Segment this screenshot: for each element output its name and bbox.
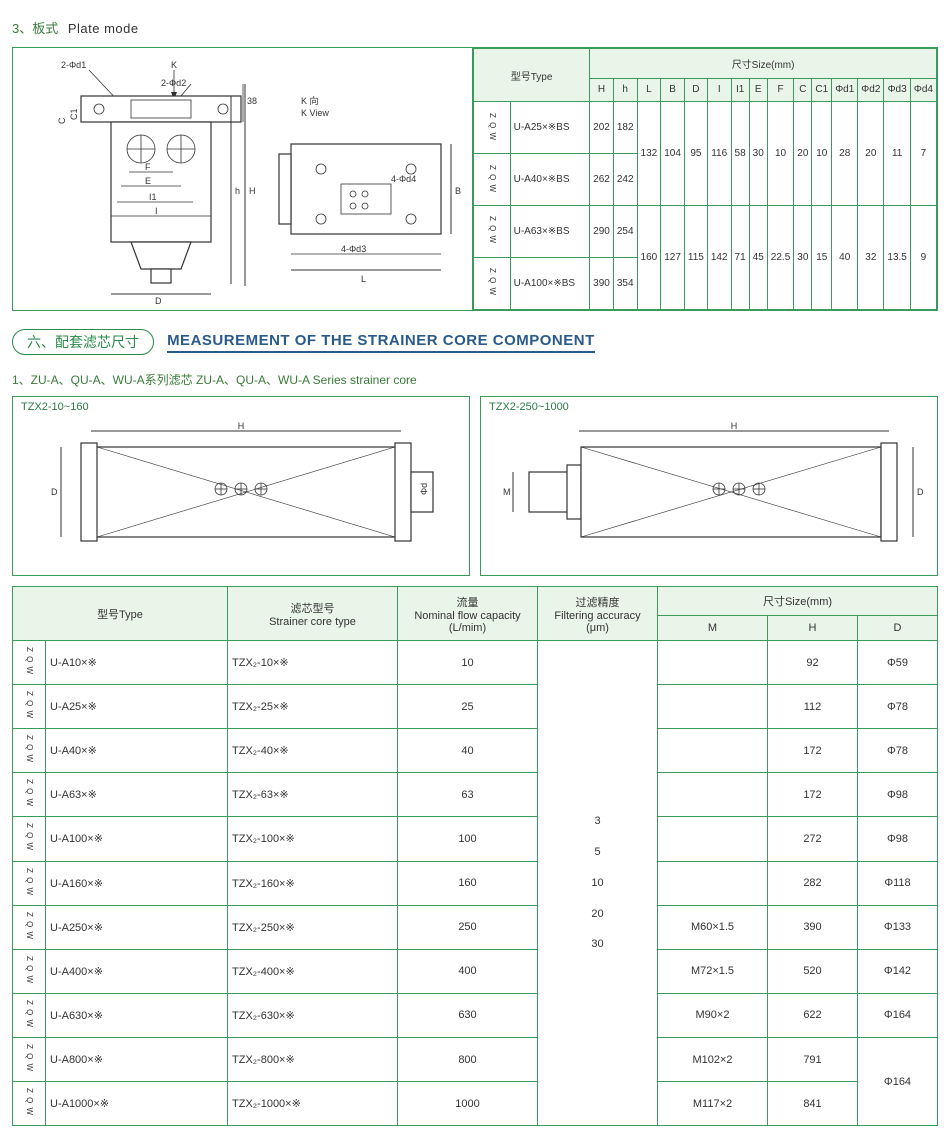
plate-drawing-svg: 2-Φd1 K 2-Φd2 D h bbox=[21, 54, 465, 304]
dimH: H bbox=[238, 421, 245, 431]
lbl-H: H bbox=[249, 186, 256, 196]
table-row: Z Q WU-A250×※TZX₂-250×※250M60×1.5390Φ133 bbox=[13, 905, 938, 949]
kview-en: K View bbox=[301, 108, 329, 118]
section6-sub1: 1、ZU-A、QU-A、WU-A系列滤芯 ZU-A、QU-A、WU-A Seri… bbox=[12, 371, 938, 388]
section3-title-en: Plate mode bbox=[68, 21, 139, 36]
strainer-diagrams: TZX2-10~160 H Φd D TZX2-250~1000 bbox=[12, 396, 938, 576]
strainer-svg-right: H M D bbox=[489, 417, 929, 567]
lbl-K: K bbox=[171, 60, 177, 70]
table-row: Z Q WU-A63×※TZX₂-63×※63172Φ98 bbox=[13, 773, 938, 817]
section3-title-cn: 3、板式 bbox=[12, 21, 58, 36]
dimM: M bbox=[503, 487, 511, 497]
lbl-I: I bbox=[155, 206, 158, 216]
diag-left: TZX2-10~160 H Φd D bbox=[12, 396, 470, 576]
diag-left-title: TZX2-10~160 bbox=[21, 401, 461, 413]
lbl-C1: C1 bbox=[69, 108, 79, 120]
prefix-cell: Z Q W bbox=[13, 817, 46, 861]
lbl-2phid2: 2-Φd2 bbox=[161, 78, 186, 88]
lbl-phid: Φd bbox=[419, 483, 429, 495]
section3-title: 3、板式 Plate mode bbox=[12, 18, 938, 37]
section6-box-cn: 六、配套滤芯尺寸 bbox=[12, 329, 154, 355]
table-row: Z Q W U-A63×※BS 290 254 160 127 115 142 … bbox=[474, 206, 937, 258]
prefix-cell: Z Q W bbox=[13, 1082, 46, 1126]
lbl-D: D bbox=[155, 296, 162, 304]
section3-block: 2-Φd1 K 2-Φd2 D h bbox=[12, 47, 938, 311]
dimH2: H bbox=[731, 421, 738, 431]
table-row: Z Q WU-A1000×※TZX₂-1000×※1000M117×2841 bbox=[13, 1082, 938, 1126]
plate-mode-table: 型号Type 尺寸Size(mm) H h L B D I I1 E F C C… bbox=[473, 48, 937, 310]
lbl-2phid1: 2-Φd1 bbox=[61, 60, 86, 70]
lbl-B: B bbox=[455, 186, 461, 196]
diag-right: TZX2-250~1000 H M D bbox=[480, 396, 938, 576]
kview-cn: K 向 bbox=[301, 95, 319, 106]
table-row: Z Q WU-A630×※TZX₂-630×※630M90×2622Φ164 bbox=[13, 993, 938, 1037]
plate-diagram: 2-Φd1 K 2-Φd2 D h bbox=[13, 48, 473, 310]
prefix-cell: Z Q W bbox=[13, 905, 46, 949]
table-row: Z Q WU-A100×※TZX₂-100×※100272Φ98 bbox=[13, 817, 938, 861]
diag-right-title: TZX2-250~1000 bbox=[489, 401, 929, 413]
prefix-cell: Z Q W bbox=[13, 685, 46, 729]
section6-header: 六、配套滤芯尺寸 MEASUREMENT OF THE STRAINER COR… bbox=[12, 329, 938, 355]
lbl-E: E bbox=[145, 176, 151, 186]
th-size: 尺寸Size(mm) bbox=[590, 49, 937, 79]
prefix-cell: Z Q W bbox=[13, 861, 46, 905]
prefix-cell: Z Q W bbox=[13, 1037, 46, 1081]
lbl-C: C bbox=[57, 117, 67, 124]
lbl-38: 38 bbox=[247, 96, 257, 106]
lbl-F: F bbox=[145, 162, 151, 172]
table-row: Z Q WU-A160×※TZX₂-160×※160282Φ118 bbox=[13, 861, 938, 905]
table-row: Z Q WU-A10×※TZX₂-10×※103510203092Φ59 bbox=[13, 641, 938, 685]
lbl-4phid3: 4-Φd3 bbox=[341, 244, 366, 254]
prefix-cell: Z Q W bbox=[13, 993, 46, 1037]
table-row: Z Q WU-A40×※TZX₂-40×※40172Φ78 bbox=[13, 729, 938, 773]
table-row: Z Q WU-A400×※TZX₂-400×※400M72×1.5520Φ142 bbox=[13, 949, 938, 993]
dimD: D bbox=[51, 487, 58, 497]
table-row: Z Q WU-A25×※TZX₂-25×※25112Φ78 bbox=[13, 685, 938, 729]
table-row: Z Q W U-A25×※BS 202 182 132 104 95 116 5… bbox=[474, 102, 937, 154]
prefix-cell: Z Q W bbox=[13, 729, 46, 773]
lbl-h: h bbox=[235, 186, 240, 196]
th-type: 型号Type bbox=[474, 49, 590, 102]
accuracy-cell: 35102030 bbox=[538, 641, 658, 1126]
strainer-core-table: 型号Type 滤芯型号 Strainer core type 流量 Nomina… bbox=[12, 586, 938, 1126]
strainer-svg-left: H Φd D bbox=[21, 417, 461, 567]
lbl-L: L bbox=[361, 274, 366, 284]
dimD2: D bbox=[917, 487, 924, 497]
section6-title-en: MEASUREMENT OF THE STRAINER CORE COMPONE… bbox=[167, 332, 595, 353]
lbl-4phid4: 4-Φd4 bbox=[391, 174, 416, 184]
table-row: Z Q WU-A800×※TZX₂-800×※800M102×2791Φ164 bbox=[13, 1037, 938, 1081]
prefix-cell: Z Q W bbox=[13, 949, 46, 993]
header-row-1: 型号Type 滤芯型号 Strainer core type 流量 Nomina… bbox=[13, 587, 938, 616]
prefix-cell: Z Q W bbox=[13, 641, 46, 685]
lbl-I1: I1 bbox=[149, 192, 157, 202]
prefix-cell: Z Q W bbox=[13, 773, 46, 817]
prefix-cell: Z Q W bbox=[474, 102, 511, 154]
